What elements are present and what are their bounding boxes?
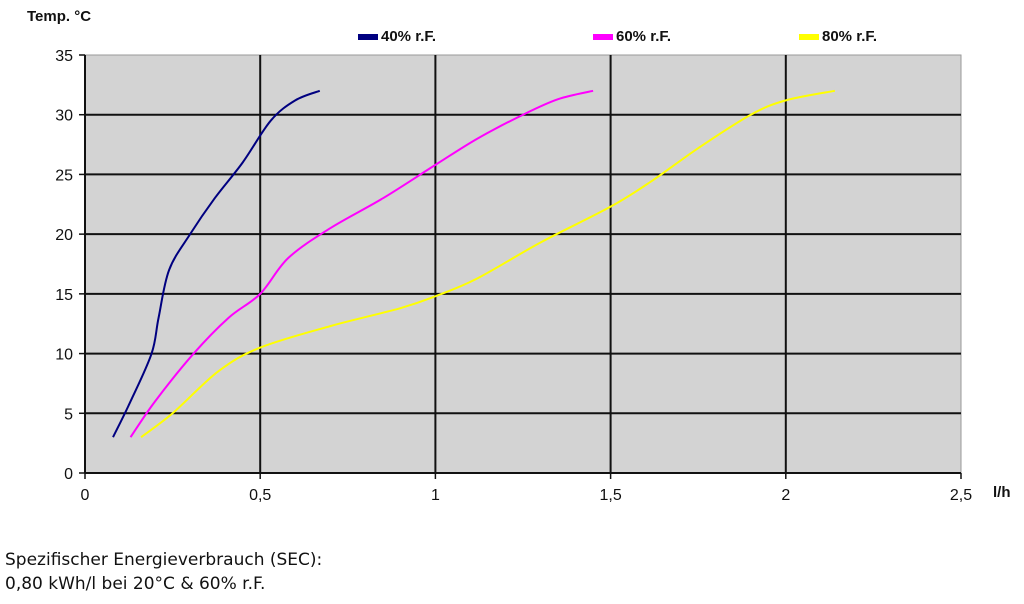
y-tick-label: 10 xyxy=(55,347,73,364)
series-line xyxy=(112,89,321,438)
y-tick-label: 5 xyxy=(64,406,73,423)
caption-line-1: Spezifischer Energieverbrauch (SEC): xyxy=(5,550,323,570)
series-line xyxy=(129,89,594,438)
x-tick-label: 1 xyxy=(431,487,440,504)
caption-line-2: 0,80 kWh/l bei 20°C & 60% r.F. xyxy=(5,574,266,594)
y-tick-label: 35 xyxy=(55,48,73,65)
x-tick-label: 2,5 xyxy=(950,487,972,504)
chart-canvas: 0 5 10 15 20 25 30 35 0 0,5 1 1,5 2 2,5 xyxy=(55,48,972,504)
y-axis-ticks: 0 5 10 15 20 25 30 35 xyxy=(55,48,85,483)
legend-swatch-icon xyxy=(799,33,819,40)
caption: Spezifischer Energieverbrauch (SEC): 0,8… xyxy=(5,548,322,596)
series-line xyxy=(140,89,836,438)
y-tick-label: 15 xyxy=(55,287,73,304)
x-tick-label: 1,5 xyxy=(599,487,621,504)
y-tick-label: 0 xyxy=(64,466,73,483)
legend-swatch-icon xyxy=(593,33,613,40)
x-tick-label: 2 xyxy=(781,487,790,504)
y-axis-title: Temp. °C xyxy=(27,8,92,25)
plot-area xyxy=(84,54,962,474)
data-series xyxy=(112,89,836,438)
legend-item-40: 40% r.F. xyxy=(358,28,436,45)
legend-label: 80% r.F. xyxy=(822,28,878,45)
x-axis-ticks: 0 0,5 1 1,5 2 2,5 xyxy=(81,473,972,504)
y-tick-label: 25 xyxy=(55,167,73,184)
legend-item-80: 80% r.F. xyxy=(799,28,877,45)
legend-label: 40% r.F. xyxy=(381,28,437,45)
y-tick-label: 20 xyxy=(55,227,73,244)
y-tick-label: 30 xyxy=(55,108,73,125)
x-tick-label: 0 xyxy=(81,487,90,504)
legend-item-60: 60% r.F. xyxy=(593,28,671,45)
legend-label: 60% r.F. xyxy=(616,28,672,45)
x-tick-label: 0,5 xyxy=(249,487,271,504)
legend-swatch-icon xyxy=(358,33,378,40)
x-axis-unit: l/h xyxy=(993,484,1011,501)
